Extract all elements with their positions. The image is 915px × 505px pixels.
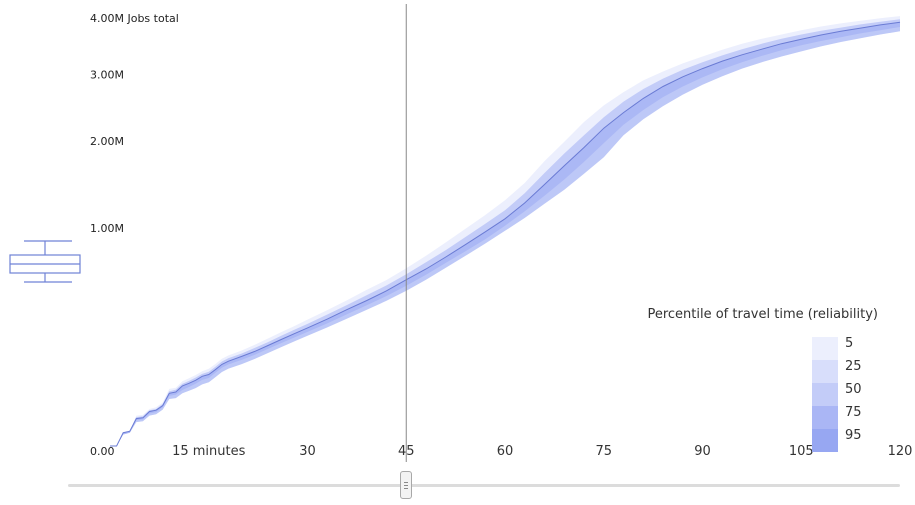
legend: Percentile of travel time (reliability) … bbox=[647, 307, 878, 452]
x-axis-ticks: 15 minutes 30 45 60 75 90 105 120 bbox=[172, 444, 912, 459]
x-tick-label: 90 bbox=[694, 444, 711, 459]
legend-label: 75 bbox=[845, 405, 862, 420]
y-tick-label: 1.00M bbox=[90, 222, 124, 235]
band-25-75 bbox=[110, 19, 900, 446]
x-tick-label: 15 minutes bbox=[172, 444, 246, 459]
y-tick-label: 2.00M bbox=[90, 135, 124, 148]
legend-swatch bbox=[812, 383, 838, 406]
legend-label: 25 bbox=[845, 359, 862, 374]
median-line-group bbox=[110, 21, 901, 447]
x-tick-label: 75 bbox=[595, 444, 612, 459]
x-tick-label: 30 bbox=[299, 444, 316, 459]
legend-swatch bbox=[812, 360, 838, 383]
legend-swatch bbox=[812, 429, 838, 452]
band-50-95 bbox=[110, 22, 900, 447]
legend-title: Percentile of travel time (reliability) bbox=[647, 307, 878, 322]
legend-label: 5 bbox=[845, 336, 853, 351]
y-tick-label: 0.00 bbox=[90, 445, 115, 458]
boxplot-icon bbox=[9, 240, 81, 283]
x-tick-label: 105 bbox=[789, 444, 814, 459]
legend-label: 50 bbox=[845, 382, 862, 397]
median-line bbox=[110, 21, 901, 447]
time-slider-track[interactable] bbox=[68, 484, 900, 487]
time-slider-handle[interactable] bbox=[400, 471, 413, 499]
x-tick-label: 60 bbox=[497, 444, 514, 459]
y-axis-ticks: 0.00 1.00M 2.00M 3.00M 4.00M Jobs total bbox=[90, 12, 179, 458]
legend-swatch bbox=[812, 337, 838, 360]
y-tick-label: 4.00M Jobs total bbox=[90, 12, 179, 25]
legend-label: 95 bbox=[845, 428, 862, 443]
y-tick-label: 3.00M bbox=[90, 68, 124, 81]
x-tick-label: 120 bbox=[888, 444, 913, 459]
percentile-bands bbox=[110, 16, 900, 447]
band-5-95 bbox=[110, 16, 900, 446]
legend-swatch bbox=[812, 406, 838, 429]
